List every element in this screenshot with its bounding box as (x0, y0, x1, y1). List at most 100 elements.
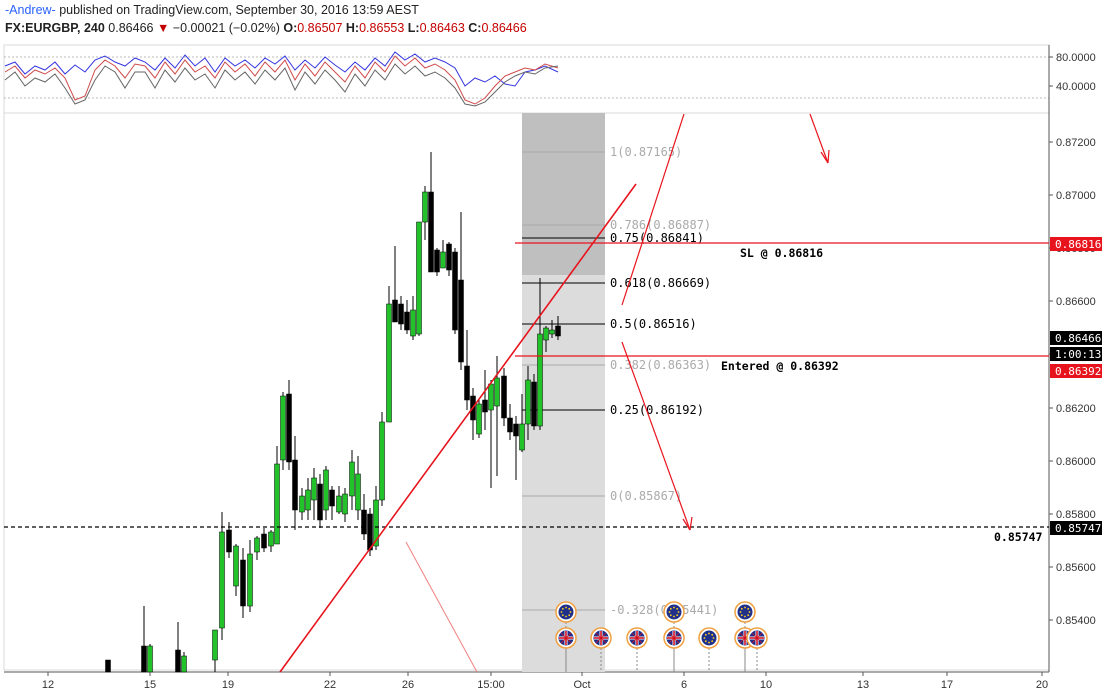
time-tick: 13 (857, 679, 869, 691)
price-badge-bg (1050, 364, 1102, 378)
candle-body (476, 403, 482, 435)
price-tick: 0.85600 (1056, 562, 1096, 574)
eu-flag-icon[interactable] (698, 627, 720, 649)
candle-body (254, 537, 260, 553)
price-badge: 1:00:13 (1055, 348, 1101, 361)
high-label: H: (345, 21, 360, 35)
economic-events[interactable] (555, 601, 768, 672)
candle-body (361, 509, 367, 535)
low-label: L: (407, 21, 420, 35)
candle-body (261, 533, 267, 549)
ohlc-legend: FX:EURGBP, 240 0.86466 ▼ −0.00021 (−0.02… (5, 21, 527, 35)
down-arrow-short[interactable] (809, 113, 830, 164)
candle-body (422, 191, 428, 223)
candle-body (268, 531, 274, 547)
candle-body (219, 531, 225, 629)
symbol-label[interactable]: FX:EURGBP, 240 (5, 21, 105, 35)
open-value: 0.86507 (297, 21, 343, 35)
publish-line: -Andrew- published on TradingView.com, S… (5, 3, 419, 17)
uk-flag-icon[interactable] (626, 627, 648, 649)
candle-body (404, 311, 410, 331)
candle-body (141, 645, 147, 673)
osc-tick-80: 80.0000 (1056, 52, 1096, 64)
price-badge-bg (1050, 521, 1102, 535)
author-link[interactable]: -Andrew- (5, 3, 56, 17)
price-tick: 0.86000 (1056, 456, 1096, 468)
eu-flag-icon[interactable] (734, 601, 756, 623)
candle-body (240, 559, 246, 607)
price-tick: 0.85400 (1056, 615, 1096, 627)
eu-flag-icon[interactable] (663, 601, 685, 623)
candle-body (525, 379, 531, 425)
time-tick: 6 (681, 679, 687, 691)
candle-body (373, 499, 379, 547)
uk-flag-icon[interactable] (663, 627, 685, 649)
candle-body (446, 243, 452, 271)
price-badge: 0.86816 (1055, 238, 1101, 251)
price-tick: 0.85800 (1056, 509, 1096, 521)
candle-body (501, 375, 507, 419)
fibonacci-levels[interactable]: 1(0.87165) 0.786(0.86887)0.75(0.86841) 0.6… (522, 145, 718, 617)
candle-body (105, 659, 111, 673)
osc-line-red (4, 55, 559, 105)
candle-body (286, 393, 292, 463)
candle-body (311, 477, 317, 501)
candlestick-series (105, 152, 561, 673)
candle-body (349, 461, 355, 497)
price-badge: 0.85747 (1055, 522, 1101, 535)
candle-body (543, 327, 549, 341)
candle-body (531, 381, 537, 427)
uk-flag-icon[interactable] (590, 627, 612, 649)
uk-flag-icon[interactable] (555, 627, 577, 649)
candle-body (147, 645, 153, 673)
price-tick: 0.87200 (1056, 137, 1096, 149)
fib-zone-dark (522, 113, 605, 275)
candle-body (452, 251, 458, 331)
price-badge-bg (1050, 237, 1102, 251)
candle-body (379, 421, 385, 501)
close-label: C: (468, 21, 482, 35)
support-annotation: 0.85747 (994, 530, 1043, 544)
price-axis[interactable]: 0.872000.870000.868000.866000.864000.862… (1049, 137, 1102, 627)
fib-level-label: 0.382(0.86363) (610, 358, 711, 372)
candle-body (367, 513, 373, 551)
candle-body (537, 333, 543, 427)
fib-level-label: 0(0.85867) (610, 489, 682, 503)
time-tick: 26 (402, 679, 414, 691)
trend-line-faint[interactable] (405, 541, 478, 673)
candle-body (305, 489, 311, 511)
uk-flag-icon[interactable] (746, 627, 768, 649)
candle-body (555, 325, 561, 337)
candle-body (292, 459, 298, 511)
candle-body (410, 309, 416, 337)
candle-body (329, 489, 335, 507)
trend-line[interactable] (279, 183, 637, 673)
candle-body (440, 251, 446, 269)
down-arrow-long[interactable] (621, 341, 693, 531)
candle-body (226, 529, 232, 553)
candle-body (299, 495, 305, 513)
publish-info: published on TradingView.com, September … (59, 3, 419, 17)
stop-loss-annotation: SL @ 0.86816 (740, 246, 823, 260)
price-tick: 0.86600 (1056, 296, 1096, 308)
price-badge: 0.86392 (1055, 365, 1101, 378)
fib-level-label: 0.786(0.86887) (610, 218, 711, 232)
candle-body (323, 469, 329, 511)
candle-body (280, 395, 286, 461)
candle-body (274, 463, 280, 545)
time-tick: 22 (324, 679, 336, 691)
projection-line[interactable] (621, 113, 685, 306)
low-value: 0.86463 (419, 21, 465, 35)
time-axis[interactable]: 12 15 19 22 26 15:00 Oct 6 10 13 17 20 (42, 672, 1048, 691)
candle-body (355, 473, 361, 511)
price-badge-bg (1050, 331, 1102, 345)
candle-body (513, 423, 519, 437)
eu-flag-icon[interactable] (555, 601, 577, 623)
candle-body (488, 383, 494, 411)
price-badge: 0.86466 (1055, 332, 1101, 345)
candle-body (549, 329, 555, 335)
chart-header: -Andrew- published on TradingView.com, S… (0, 0, 1113, 42)
candle-body (386, 303, 392, 423)
candle-body (398, 303, 404, 325)
